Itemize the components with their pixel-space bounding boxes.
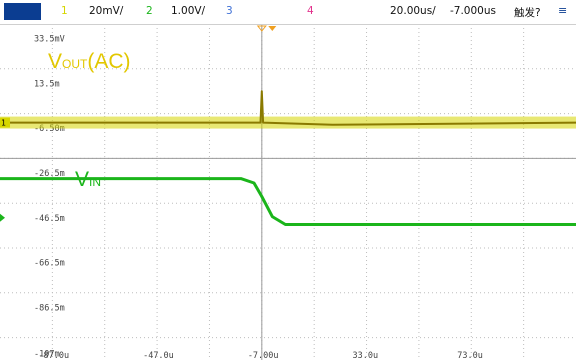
trigger-delay[interactable]: -7.000us xyxy=(450,5,496,17)
ch2-level-marker xyxy=(0,213,5,222)
scope-logo xyxy=(4,3,41,20)
x-tick-label-3: 33.0u xyxy=(353,351,379,360)
x-tick-label-2: -7.00u xyxy=(248,351,279,360)
x-tick-label-0: -87.0u xyxy=(38,351,69,360)
vout-sub: OUT xyxy=(62,57,88,71)
y-tick-label-4: -46.5m xyxy=(34,214,65,224)
y-tick-label-5: -66.5m xyxy=(34,259,65,269)
ch1-level-text: 1 xyxy=(1,119,6,128)
y-tick-label-1: 13.5m xyxy=(34,79,60,89)
menu-icon[interactable]: ≡ xyxy=(558,4,568,17)
ch1-number[interactable]: 1 xyxy=(61,5,68,17)
ch2-trace xyxy=(0,177,576,226)
ch2-scale[interactable]: 1.00V/ xyxy=(171,5,206,17)
y-tick-label-3: -26.5m xyxy=(34,169,65,179)
vin-main: V xyxy=(75,168,90,191)
channel-toolbar: 1 20mV/ 2 1.00V/ 3 4 20.00us/ -7.000us 触… xyxy=(0,0,576,25)
vout-suffix: (AC) xyxy=(87,50,131,73)
timebase[interactable]: 20.00us/ xyxy=(390,5,436,17)
ch3-number[interactable]: 3 xyxy=(226,5,233,17)
trigger-position-marker xyxy=(256,25,267,32)
trigger-status[interactable]: 触发? xyxy=(514,7,541,19)
y-tick-label-0: 33.5mV xyxy=(34,35,65,45)
trigger-level-marker xyxy=(268,26,277,31)
y-tick-label-7: -107m xyxy=(34,349,60,359)
ch1-trace xyxy=(0,90,576,126)
y-tick-label-2: -6.50m xyxy=(34,124,65,134)
x-tick-label-1: -47.0u xyxy=(143,351,174,360)
vin-sub: IN xyxy=(89,175,102,189)
vout-annotation: VOUT(AC) xyxy=(48,50,131,74)
y-tick-label-6: -86.5m xyxy=(34,303,65,313)
x-tick-label-4: 73.0u xyxy=(457,351,483,360)
ch1-scale[interactable]: 20mV/ xyxy=(89,5,124,17)
ch1-level-marker xyxy=(0,117,10,128)
vin-annotation: VIN xyxy=(75,168,101,192)
ch2-number[interactable]: 2 xyxy=(146,5,153,17)
ch4-number[interactable]: 4 xyxy=(307,5,314,17)
vout-main: V xyxy=(48,50,63,73)
